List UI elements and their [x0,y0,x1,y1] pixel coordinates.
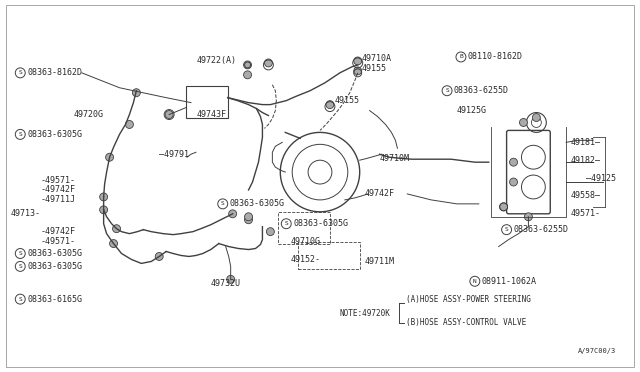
Text: —49791: —49791 [159,150,189,159]
Text: 49720G: 49720G [74,110,104,119]
Text: -49711J: -49711J [40,195,75,204]
Circle shape [100,206,108,214]
Text: 08911-1062A: 08911-1062A [482,277,537,286]
Text: 49743F: 49743F [197,110,227,119]
Text: 49155: 49155 [362,64,387,73]
Circle shape [509,158,518,166]
Text: 08363-6165G: 08363-6165G [28,295,82,304]
Text: 49558—: 49558— [570,192,600,201]
Text: 49742F: 49742F [365,189,395,198]
Circle shape [156,253,163,260]
Text: 08363-6305G: 08363-6305G [293,219,348,228]
Text: (B)HOSE ASSY-CONTROL VALVE: (B)HOSE ASSY-CONTROL VALVE [406,318,527,327]
Circle shape [165,110,173,119]
Text: 49571-: 49571- [570,209,600,218]
Text: S: S [445,88,449,93]
Text: 49710G: 49710G [290,237,320,246]
Circle shape [227,275,235,283]
Text: 49722(A): 49722(A) [197,57,237,65]
Circle shape [266,228,275,235]
Text: S: S [19,264,22,269]
Bar [298,241,360,269]
Bar [186,86,228,118]
Text: N: N [473,279,477,284]
Circle shape [326,101,334,109]
Text: 49125G: 49125G [457,106,487,115]
Text: 08110-8162D: 08110-8162D [468,52,523,61]
Circle shape [244,213,253,221]
Text: 49711M: 49711M [365,257,395,266]
Text: 08363-6305G: 08363-6305G [28,130,82,139]
Circle shape [125,121,133,128]
Text: A/97C00/3: A/97C00/3 [578,348,616,354]
Circle shape [520,119,527,126]
Text: 08363-6255D: 08363-6255D [513,225,568,234]
Text: NOTE:49720K: NOTE:49720K [340,308,391,318]
Circle shape [244,216,253,224]
Text: 49732U: 49732U [211,279,241,288]
Text: 49155: 49155 [335,96,360,105]
Text: 08363-6305G: 08363-6305G [230,199,285,208]
Circle shape [106,153,113,161]
Circle shape [354,67,362,75]
Text: S: S [284,221,288,226]
Text: S: S [19,132,22,137]
Text: 08363-6255D: 08363-6255D [454,86,509,95]
Text: 49152-: 49152- [290,255,320,264]
Circle shape [524,213,532,221]
Circle shape [532,113,540,122]
Text: -49742F: -49742F [40,227,75,236]
Text: 49181—: 49181— [570,138,600,147]
Circle shape [509,178,518,186]
Text: 08363-8162D: 08363-8162D [28,68,82,77]
Circle shape [244,71,252,79]
Text: -49571-: -49571- [40,237,75,246]
Text: —49125: —49125 [586,174,616,183]
Circle shape [109,240,118,247]
Text: 49710M: 49710M [380,154,410,163]
Text: S: S [505,227,508,232]
Text: 49713-: 49713- [10,209,40,218]
Text: -49742F: -49742F [40,186,75,195]
Text: B: B [459,54,463,60]
Text: S: S [19,70,22,76]
Text: -49571-: -49571- [40,176,75,185]
Circle shape [228,210,237,218]
Circle shape [354,57,362,65]
Text: S: S [19,296,22,302]
Circle shape [244,61,252,69]
Text: 08363-6305G: 08363-6305G [28,262,82,271]
Text: 49710A: 49710A [362,54,392,64]
Text: S: S [221,201,225,206]
Circle shape [113,225,120,232]
Text: (A)HOSE ASSY-POWER STEERING: (A)HOSE ASSY-POWER STEERING [406,295,531,304]
Text: S: S [19,251,22,256]
Circle shape [100,193,108,201]
Text: 49182—: 49182— [570,156,600,165]
Circle shape [132,89,140,97]
Bar [278,212,330,244]
Circle shape [500,203,508,211]
Circle shape [264,59,273,67]
Text: 08363-6305G: 08363-6305G [28,249,82,258]
